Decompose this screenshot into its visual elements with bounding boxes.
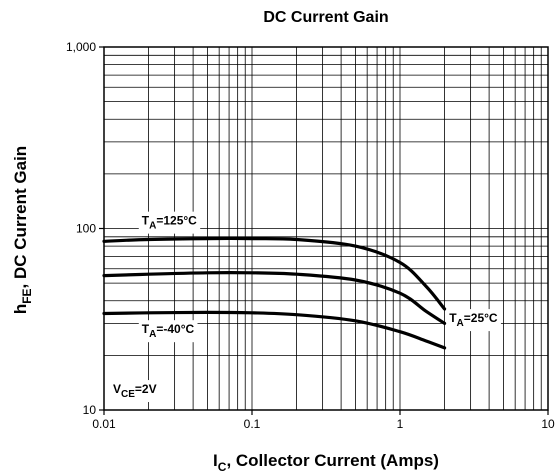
grid-lines: [103, 47, 548, 411]
x-tick-label: 1: [397, 417, 404, 431]
curve-annotation: TA=125°C: [138, 211, 201, 234]
y-tick-label: 1,000: [66, 40, 96, 54]
annotation-text: TA=125°C: [142, 214, 197, 232]
series-line: [102, 271, 447, 325]
annotation-text: VCE=2V: [113, 382, 157, 400]
curve-annotation: TA=25°C: [446, 309, 501, 332]
annotation-background: [138, 211, 201, 234]
series-line: [102, 236, 447, 311]
x-tick-label: 0.01: [92, 417, 116, 431]
chart-title: DC Current Gain: [263, 9, 388, 26]
curve-annotations: TA=125°C TA=25°C TA=-40°C VCE=2V: [109, 211, 501, 403]
curve-annotation: VCE=2V: [109, 380, 160, 403]
annotation-background: [138, 320, 198, 343]
y-tick-label: 100: [76, 222, 96, 236]
annotation-text: TA=-40°C: [142, 322, 195, 340]
y-axis-label: hFE, DC Current Gain: [11, 146, 34, 314]
annotation-background: [109, 380, 160, 403]
tick-labels: 0.01 0.1 1 10 10 100 1,000: [66, 40, 555, 431]
y-tick-label: 10: [83, 403, 97, 417]
curve-annotation: TA=-40°C: [138, 320, 198, 343]
x-tick-label: 0.1: [244, 417, 261, 431]
annotation-background: [446, 309, 501, 332]
x-tick-label: 10: [541, 417, 555, 431]
series-line: [102, 310, 447, 350]
annotation-text: TA=25°C: [449, 311, 498, 329]
series-curves: [102, 236, 447, 350]
x-axis-label: IC, Collector Current (Amps): [213, 451, 439, 474]
